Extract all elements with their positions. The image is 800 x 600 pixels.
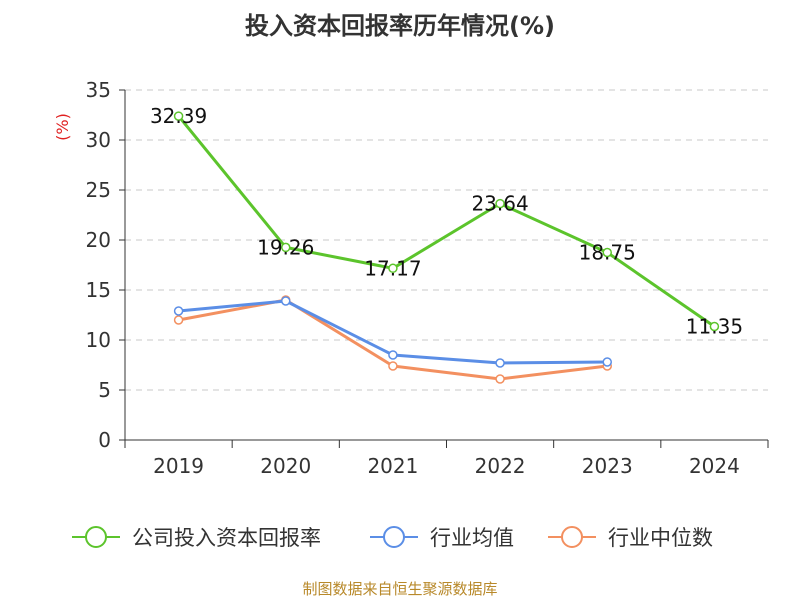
data-label: 19.26 (257, 235, 314, 259)
data-point (495, 198, 505, 209)
data-point (602, 357, 612, 367)
data-label: 11.35 (686, 315, 743, 339)
legend-label: 公司投入资本回报率 (132, 526, 321, 550)
data-point (281, 296, 291, 306)
data-label: 18.75 (579, 241, 636, 265)
data-point (388, 361, 398, 371)
y-tick-label: 0 (98, 428, 111, 452)
data-point (388, 263, 398, 274)
legend-label: 行业中位数 (608, 526, 713, 550)
series-line (177, 115, 716, 328)
y-tick-label: 25 (86, 178, 111, 202)
legend-label: 行业均值 (430, 526, 514, 550)
y-tick-label: 20 (86, 228, 111, 252)
data-point (495, 358, 505, 368)
y-axis-label: (%) (53, 113, 72, 141)
y-tick-label: 10 (86, 328, 111, 352)
data-point (602, 247, 612, 258)
x-tick-label: 2023 (582, 454, 633, 478)
data-point (709, 321, 720, 332)
data-label: 17.17 (364, 256, 421, 280)
x-tick-label: 2019 (153, 454, 204, 478)
legend-marker (561, 526, 583, 548)
y-tick-label: 30 (86, 128, 111, 152)
data-point (173, 306, 184, 316)
chart-title: 投入资本回报率历年情况(%) (245, 12, 555, 40)
x-tick-label: 2022 (475, 454, 526, 478)
y-tick-label: 5 (98, 378, 111, 402)
legend-marker (383, 526, 405, 548)
legend-marker (85, 526, 107, 548)
data-label: 32.39 (150, 104, 207, 128)
x-tick-label: 2020 (260, 454, 311, 478)
data-point (388, 350, 398, 360)
data-point (495, 374, 505, 384)
y-tick-label: 35 (86, 78, 111, 102)
source-note: 制图数据来自恒生聚源数据库 (302, 580, 498, 598)
data-point (173, 111, 184, 121)
data-point (173, 315, 184, 325)
x-tick-label: 2021 (367, 454, 418, 478)
x-tick-label: 2024 (689, 454, 740, 478)
y-tick-label: 15 (86, 278, 111, 302)
data-point (281, 242, 291, 253)
data-label: 23.64 (471, 192, 528, 216)
